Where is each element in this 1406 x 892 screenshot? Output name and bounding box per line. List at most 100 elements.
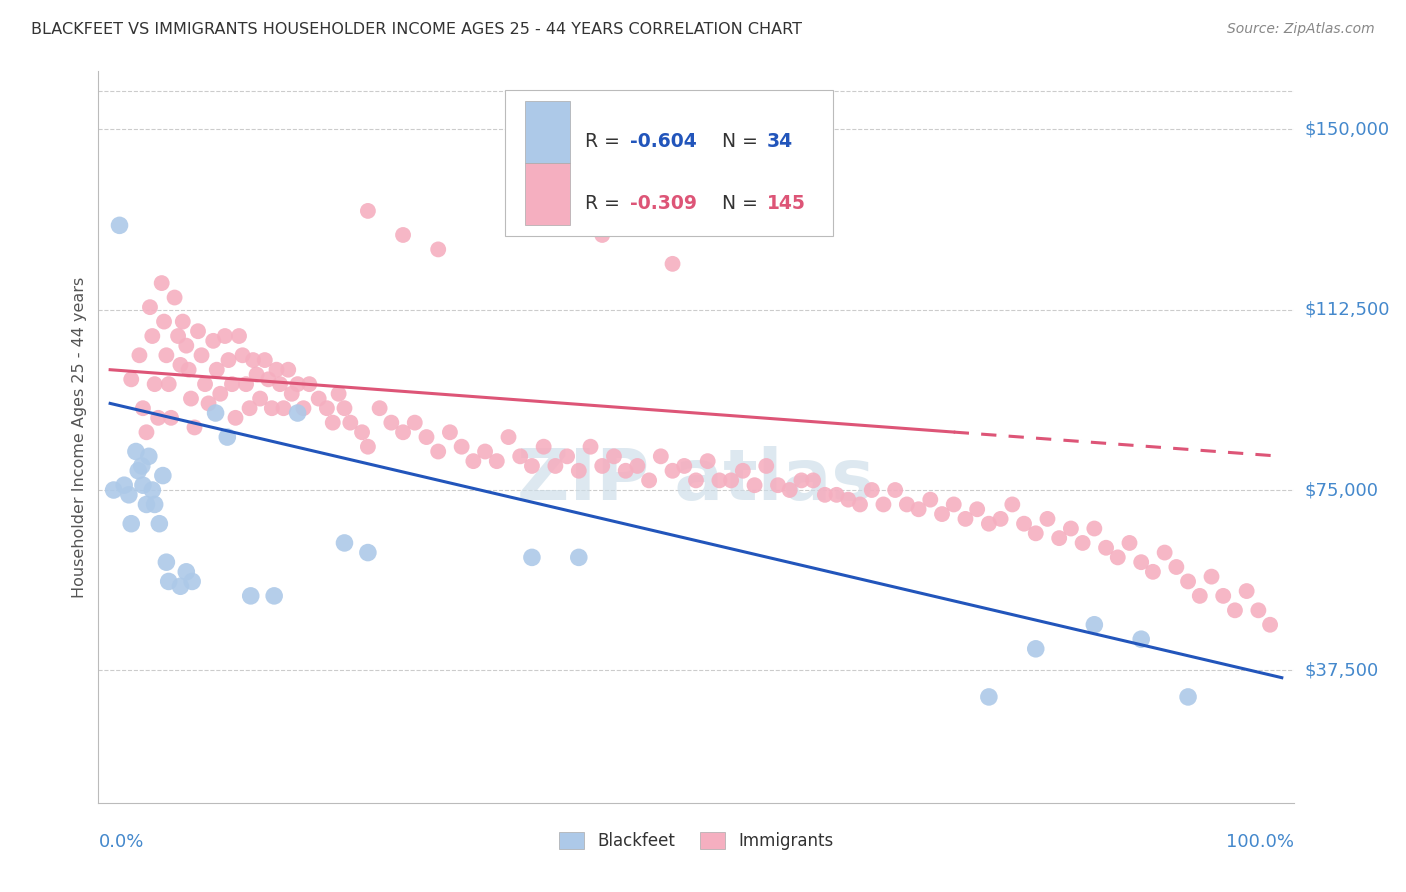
Point: [650, 450, 672, 464]
Point: [231, 348, 254, 362]
Point: [172, 315, 194, 329]
Point: [415, 430, 437, 444]
Point: [1258, 617, 1281, 632]
Point: [187, 324, 209, 338]
Point: [120, 516, 142, 531]
Text: -0.309: -0.309: [630, 194, 697, 213]
Point: [1118, 536, 1140, 550]
Point: [132, 401, 155, 416]
Point: [277, 362, 299, 376]
Point: [544, 458, 567, 473]
Point: [779, 483, 801, 497]
Point: [1130, 632, 1153, 647]
Point: [942, 498, 965, 512]
Point: [498, 430, 520, 444]
Point: [339, 416, 361, 430]
Point: [1060, 521, 1083, 535]
Point: [920, 492, 942, 507]
Point: [112, 478, 135, 492]
Point: [1247, 603, 1270, 617]
Point: [197, 396, 219, 410]
Text: 0.0%: 0.0%: [98, 833, 143, 851]
Point: [485, 454, 508, 468]
Point: [685, 474, 707, 488]
Point: [801, 474, 824, 488]
Point: [157, 574, 180, 589]
Point: [1153, 545, 1175, 559]
Point: [135, 425, 157, 440]
Point: [322, 416, 344, 430]
Point: [235, 377, 257, 392]
Point: [103, 483, 125, 497]
Point: [221, 377, 243, 392]
Point: [139, 300, 162, 314]
Point: [731, 464, 754, 478]
Point: [509, 450, 531, 464]
Point: [239, 401, 262, 416]
FancyBboxPatch shape: [524, 101, 571, 163]
Point: [180, 392, 202, 406]
Point: [205, 362, 228, 376]
Point: [169, 358, 191, 372]
Point: [673, 458, 696, 473]
Point: [872, 498, 894, 512]
Point: [533, 440, 555, 454]
Text: ZIP atlas: ZIP atlas: [517, 447, 875, 516]
Point: [837, 492, 859, 507]
Point: [368, 401, 391, 416]
Point: [246, 368, 269, 382]
Point: [744, 478, 766, 492]
Point: [253, 353, 276, 368]
Point: [190, 348, 212, 362]
Point: [263, 589, 285, 603]
Point: [1083, 617, 1105, 632]
Point: [281, 386, 304, 401]
FancyBboxPatch shape: [505, 89, 834, 235]
Point: [450, 440, 472, 454]
Point: [143, 377, 166, 392]
Point: [118, 488, 141, 502]
Point: [1142, 565, 1164, 579]
Text: Source: ZipAtlas.com: Source: ZipAtlas.com: [1227, 22, 1375, 37]
Point: [568, 550, 591, 565]
Point: [603, 450, 626, 464]
Point: [242, 353, 264, 368]
Text: $150,000: $150,000: [1305, 120, 1389, 138]
Text: $112,500: $112,500: [1305, 301, 1391, 318]
Point: [155, 348, 177, 362]
Point: [1001, 498, 1024, 512]
Point: [439, 425, 461, 440]
Text: R =: R =: [585, 194, 626, 213]
Point: [990, 512, 1012, 526]
Y-axis label: Householder Income Ages 25 - 44 years: Householder Income Ages 25 - 44 years: [72, 277, 87, 598]
Point: [132, 478, 155, 492]
Point: [696, 454, 718, 468]
Point: [825, 488, 848, 502]
Point: [128, 348, 150, 362]
Point: [257, 372, 280, 386]
Point: [316, 401, 339, 416]
Text: $37,500: $37,500: [1305, 662, 1379, 680]
Point: [1107, 550, 1129, 565]
Point: [1212, 589, 1234, 603]
Text: 100.0%: 100.0%: [1226, 833, 1294, 851]
Point: [860, 483, 883, 497]
Point: [298, 377, 321, 392]
Point: [720, 474, 742, 488]
Point: [141, 329, 163, 343]
Point: [152, 468, 174, 483]
Point: [1177, 574, 1199, 589]
Point: [135, 498, 157, 512]
Point: [884, 483, 907, 497]
Legend: Blackfeet, Immigrants: Blackfeet, Immigrants: [553, 825, 839, 856]
Point: [357, 203, 380, 218]
Point: [520, 550, 543, 565]
Point: [614, 464, 637, 478]
Point: [392, 227, 415, 242]
Point: [333, 536, 356, 550]
Point: [1223, 603, 1246, 617]
Point: [287, 406, 309, 420]
Point: [125, 444, 148, 458]
Point: [138, 450, 160, 464]
Point: [766, 478, 789, 492]
